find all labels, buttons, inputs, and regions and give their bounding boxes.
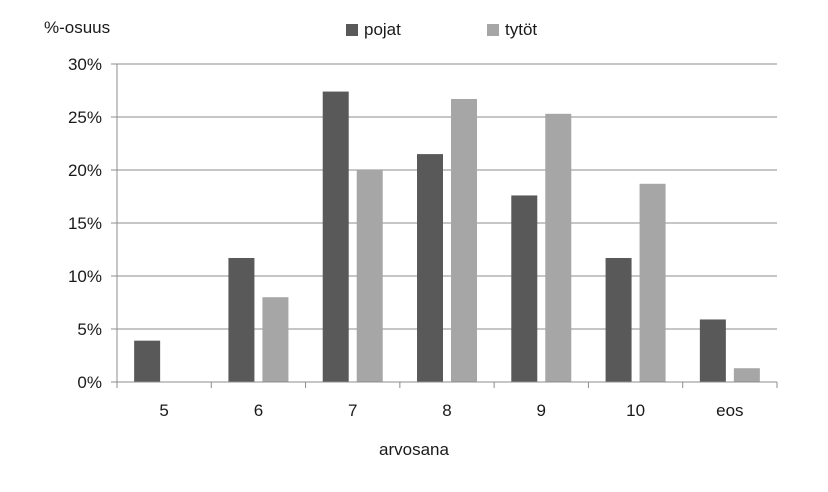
- legend-swatch-pojat: [346, 24, 358, 36]
- x-axis-title: arvosana: [379, 440, 449, 459]
- legend-label-tytot: tytöt: [505, 20, 538, 39]
- x-tick-label: 10: [626, 401, 645, 420]
- y-tick-label: 15%: [68, 214, 102, 233]
- y-tick-label: 10%: [68, 267, 102, 286]
- gridlines: [117, 63, 777, 330]
- legend-item-pojat: pojat: [346, 20, 401, 40]
- x-tick-label: 8: [442, 401, 451, 420]
- y-tick-label: 20%: [68, 161, 102, 180]
- bar-tytöt-eos: [733, 368, 760, 382]
- legend-label-pojat: pojat: [364, 20, 401, 39]
- bar-pojat-6: [228, 257, 255, 382]
- x-tick-labels: 5 6 7 8 9 10 eos: [159, 401, 743, 420]
- bar-tytöt-10: [639, 183, 666, 382]
- bar-tytöt-9: [545, 113, 572, 382]
- bar-tytöt-7: [356, 170, 383, 382]
- x-tick-label: 5: [159, 401, 168, 420]
- bar-pojat-eos: [699, 319, 726, 382]
- x-tick-label: eos: [716, 401, 743, 420]
- y-tick-label: 25%: [68, 108, 102, 127]
- bar-pojat-8: [417, 154, 443, 382]
- y-tick-label: 0%: [77, 373, 102, 392]
- legend-swatch-tytot: [487, 24, 499, 36]
- x-tick-label: 6: [254, 401, 263, 420]
- bar-pojat-7: [322, 91, 349, 382]
- y-tick-labels: 0% 5% 10% 15% 20% 25% 30%: [68, 55, 102, 392]
- bar-pojat-5: [134, 340, 161, 382]
- axes: [111, 63, 778, 388]
- x-tick-label: 7: [348, 401, 357, 420]
- x-tick-label: 9: [537, 401, 546, 420]
- bar-pojat-9: [511, 195, 538, 382]
- bars: [134, 91, 760, 382]
- y-axis-title: %-osuus: [44, 18, 111, 37]
- legend-item-tytot: tytöt: [487, 20, 537, 40]
- y-tick-label: 30%: [68, 55, 102, 74]
- bar-tytöt-6: [262, 297, 289, 382]
- bar-tytöt-8: [451, 98, 477, 382]
- bar-pojat-10: [605, 257, 632, 382]
- y-tick-label: 5%: [77, 320, 102, 339]
